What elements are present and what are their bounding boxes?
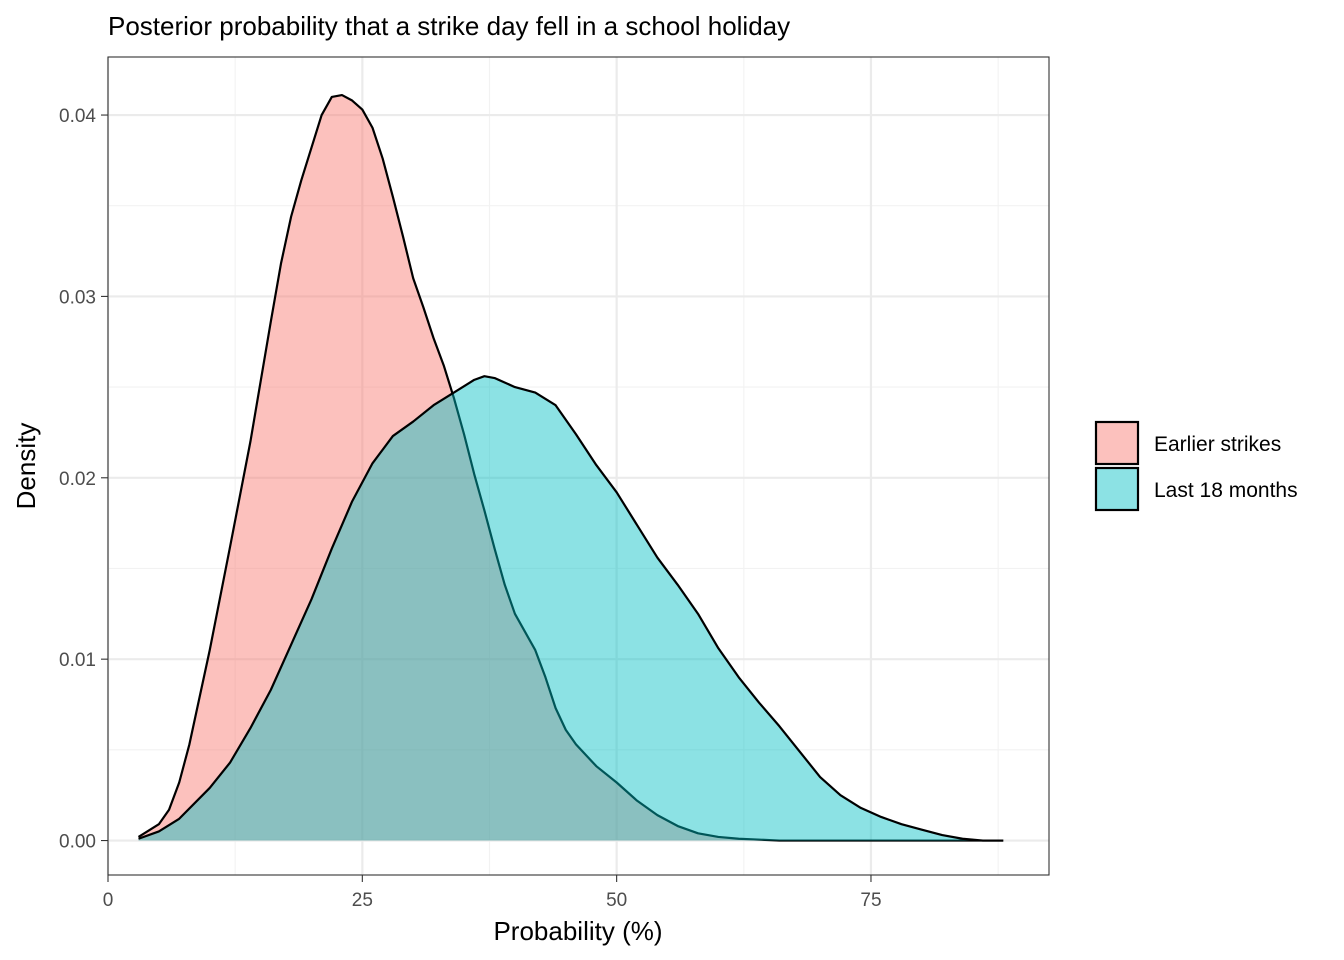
- density-areas: [137, 93, 1004, 842]
- density-area-series-2: [138, 376, 1004, 841]
- legend-key-swatch: [1094, 466, 1140, 512]
- density-area-series-1: [138, 95, 1004, 841]
- density-line-series-2: [138, 375, 1004, 842]
- y-axis: 0.00 0.01 0.02 0.03 0.04: [59, 106, 108, 853]
- legend: Earlier strikes Last 18 months: [1094, 420, 1298, 512]
- y-tick-label: 0.02: [59, 469, 96, 490]
- x-tick-label: 0: [103, 890, 114, 911]
- legend-key-background: [1095, 421, 1139, 465]
- y-tick-label: 0.03: [59, 287, 96, 308]
- x-tick-label: 75: [860, 890, 881, 911]
- chart-title: Posterior probability that a strike day …: [108, 11, 790, 41]
- x-tick-label: 50: [606, 890, 627, 911]
- legend-key-background: [1095, 467, 1139, 511]
- x-tick-label: 25: [352, 890, 373, 911]
- density-line-series-1: [137, 93, 1004, 842]
- plot-border: [107, 56, 1050, 876]
- y-axis-title: Density: [11, 423, 41, 510]
- plot-panel: [108, 57, 1049, 875]
- y-tick-label: 0.04: [59, 106, 96, 127]
- x-axis: 0 25 50 75: [103, 875, 882, 911]
- legend-key-swatch: [1094, 420, 1140, 466]
- minor-gridlines: [108, 57, 1049, 875]
- y-tick-label: 0.00: [59, 832, 96, 853]
- legend-label: Last 18 months: [1154, 479, 1298, 502]
- legend-label: Earlier strikes: [1154, 433, 1281, 456]
- x-axis-title: Probability (%): [493, 916, 662, 946]
- y-tick-label: 0.01: [59, 650, 96, 671]
